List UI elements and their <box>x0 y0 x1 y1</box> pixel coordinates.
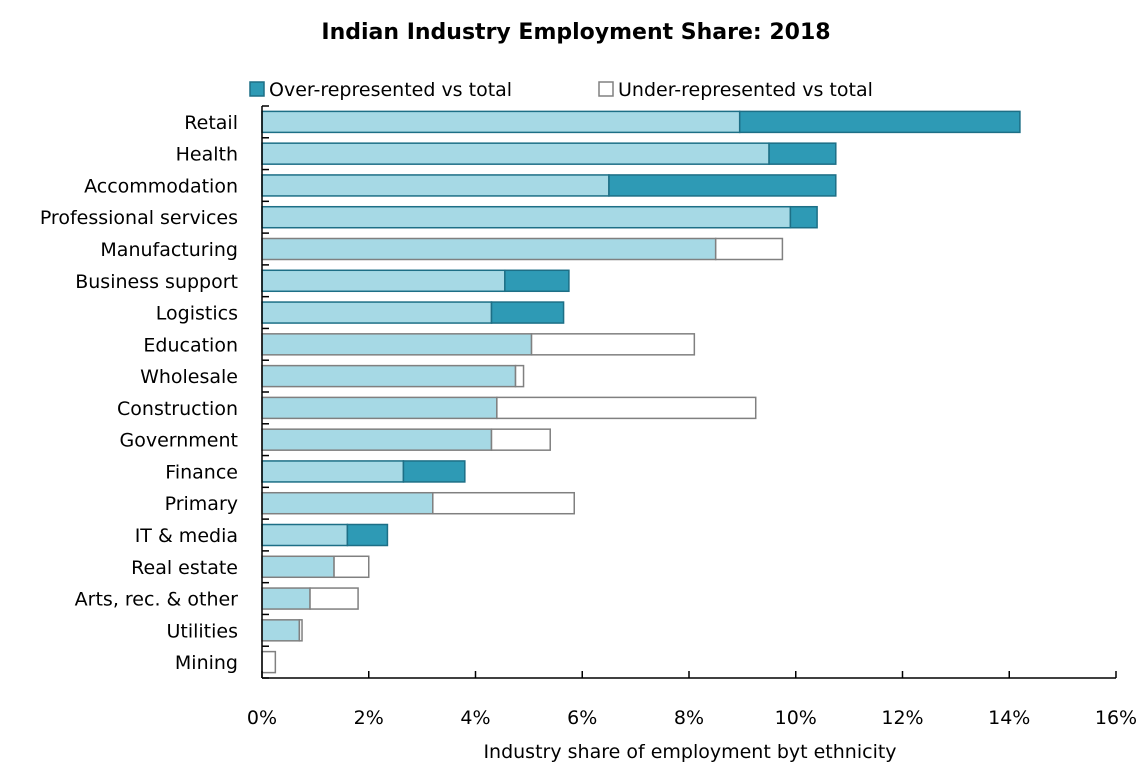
legend: Over-represented vs total Under-represen… <box>249 79 873 101</box>
bar-base <box>261 269 506 293</box>
category-label: Business support <box>75 271 238 293</box>
bar-base <box>261 396 498 420</box>
bar-base <box>261 364 517 388</box>
x-axis-title: Industry share of employment byt ethnici… <box>483 741 896 762</box>
bar-base <box>261 523 349 547</box>
bar-base <box>261 555 335 579</box>
bar-under <box>432 491 575 515</box>
category-label: Utilities <box>166 620 238 642</box>
category-label: Finance <box>165 461 238 483</box>
x-tick-label: 2% <box>354 707 384 729</box>
category-labels: Retail Health Accommodation Professional se… <box>40 112 238 674</box>
bar-over <box>402 460 466 483</box>
bar-base <box>261 301 493 324</box>
bar-under <box>309 587 359 610</box>
bar-under <box>298 619 303 642</box>
bar-base <box>261 587 311 610</box>
axes <box>261 105 1117 679</box>
x-tick-label: 6% <box>567 707 597 729</box>
category-label: Education <box>143 334 238 356</box>
x-tick-label: 12% <box>881 707 923 729</box>
bar-base <box>261 491 434 515</box>
category-label: Health <box>176 144 238 166</box>
bar-base <box>261 174 610 197</box>
category-label: Construction <box>117 398 238 420</box>
legend-label-over: Over-represented vs total <box>269 79 512 101</box>
category-label: Wholesale <box>140 366 238 388</box>
bar-base <box>261 142 770 165</box>
x-tick-label: 14% <box>988 707 1030 729</box>
bar-under <box>714 237 784 261</box>
bar-under <box>530 333 696 356</box>
bar-under <box>490 428 551 451</box>
category-label: Professional services <box>40 207 238 229</box>
bar-under <box>261 650 277 674</box>
category-label: IT & media <box>135 525 238 547</box>
bar-base <box>261 237 717 261</box>
bar-over <box>789 205 818 229</box>
bar-base <box>261 460 405 483</box>
legend-swatch-over <box>249 81 265 97</box>
x-tick-label: 4% <box>460 707 490 729</box>
x-tick-label: 16% <box>1095 707 1137 729</box>
x-tick-labels: 0% 2% 4% 6% 8% 10% 12% 14% 16% <box>247 707 1137 729</box>
category-label: Retail <box>184 112 238 134</box>
legend-swatch-under <box>598 81 614 97</box>
category-label: Real estate <box>131 557 238 579</box>
bar-over <box>490 301 565 324</box>
bar-under <box>514 364 525 388</box>
category-label: Arts, rec. & other <box>75 589 239 611</box>
bar-base <box>261 428 493 451</box>
legend-label-under: Under-represented vs total <box>618 79 873 101</box>
category-label: Accommodation <box>84 175 238 197</box>
category-label: Manufacturing <box>100 239 238 261</box>
x-tick-label: 0% <box>247 707 277 729</box>
bar-base <box>261 205 792 229</box>
bar-under <box>333 555 370 579</box>
category-label: Logistics <box>156 303 238 325</box>
bar-over <box>608 174 837 197</box>
bar-base <box>261 333 533 356</box>
bar-over <box>504 269 570 293</box>
bars-group <box>261 110 1021 674</box>
x-tick-label: 8% <box>674 707 704 729</box>
category-label: Mining <box>175 652 238 674</box>
bar-base <box>261 110 741 134</box>
bar-over <box>346 523 389 547</box>
category-label: Government <box>120 430 239 452</box>
bar-under <box>496 396 757 420</box>
bar-over <box>738 110 1021 134</box>
category-label: Primary <box>165 493 238 515</box>
bar-over <box>768 142 837 165</box>
x-tick-label: 10% <box>775 707 817 729</box>
chart-title: Indian Industry Employment Share: 2018 <box>321 20 830 45</box>
bar-base <box>261 619 301 642</box>
